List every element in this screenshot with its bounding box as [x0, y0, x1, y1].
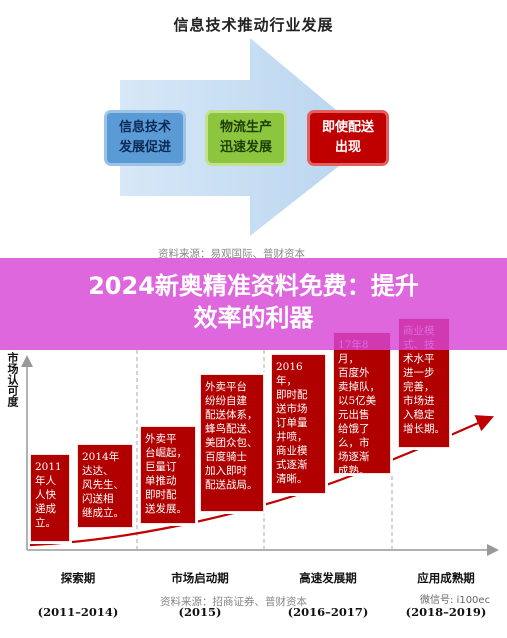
box-instant-delivery: 即使配送 出现 [307, 110, 389, 166]
diagram-title: 信息技术推动行业发展 [173, 16, 334, 34]
phase-mature-name: 应用成熟期 [417, 571, 475, 585]
note-platform-delivery: 外卖平台 纷纷自建 配送体系， 蜂鸟配送、 美团众包、 百度骑士 加入即时 配送… [200, 374, 264, 512]
box-instant-delivery-label: 即使配送 出现 [321, 120, 374, 155]
banner-title: 2024新奥精准资料免费：提升 效率的利器 [88, 272, 419, 332]
box-tech-development-label: 信息技术 发展促进 [118, 120, 171, 155]
phase-mature-period: (2018–2019) [405, 605, 487, 619]
note-2014: 2014年 达达、 风先生、 闪送相 继成立。 [77, 444, 133, 528]
box-tech-development: 信息技术 发展促进 [104, 110, 186, 166]
box-logistics-development-label: 物流生产 迅速发展 [219, 120, 272, 155]
phase-launch-name: 市场启动期 [171, 571, 229, 585]
phase-exploration: 探索期 (2011–2014) [32, 553, 124, 638]
phase-exploration-period: (2011–2014) [37, 605, 119, 619]
bottom-source-note: 资料来源：招商证券、普财资本 [160, 596, 307, 608]
box-logistics-development: 物流生产 迅速发展 [205, 110, 287, 166]
note-takeout-rise: 外卖平 台崛起， 巨量订 单推动 即时配 送发展。 [140, 426, 196, 524]
note-2016: 2016年， 即时配 送市场 订单量 井喷， 商业模 式逐渐 清晰。 [271, 354, 326, 494]
note-2017: 17年8月， 百度外 卖掉队， 以5亿美 元出售 给饿了 么，市 场逐渐 成熟。 [333, 332, 391, 477]
title-banner [0, 258, 507, 350]
note-2011: 2011 年人 人快 递成 立。 [30, 454, 70, 542]
phase-rapid-growth-name: 高速发展期 [299, 571, 357, 585]
phase-exploration-name: 探索期 [60, 571, 96, 585]
y-axis-label: 市场认可度 [6, 352, 19, 407]
wechat-watermark: 微信号: i100ec [420, 595, 491, 606]
top-source-note: 资料来源：易观国际、普财资本 [158, 248, 305, 260]
